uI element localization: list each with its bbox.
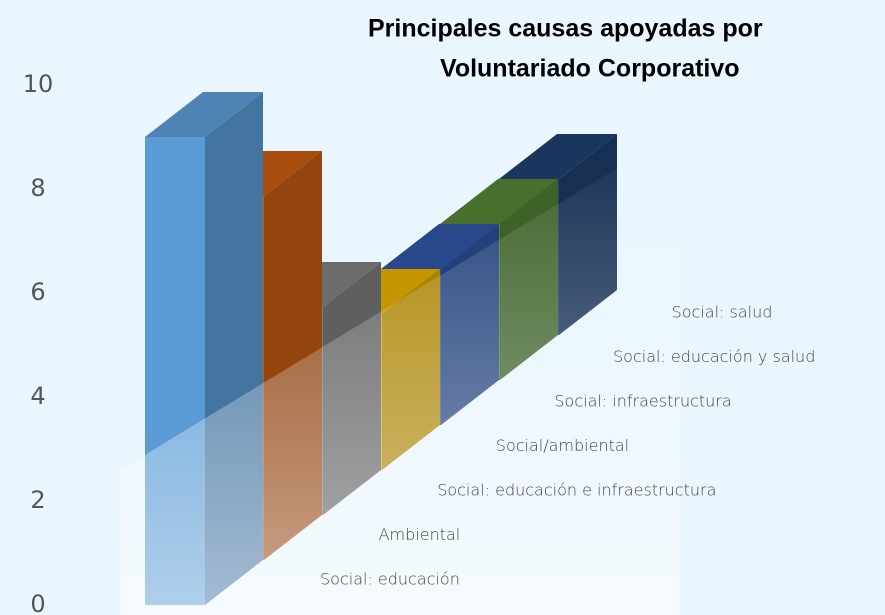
y-tick-label: 2 [30,486,45,514]
bar-top [145,92,263,137]
bar-top [440,179,558,224]
chart-title: Principales causas apoyadas por [368,15,763,43]
category-label: Social/ambiental [496,436,629,455]
labels: Social: educación Ambiental Social: educac… [320,303,815,589]
y-tick-label: 10 [23,70,54,98]
bar-top [381,224,499,269]
y-tick-label: 8 [30,174,45,202]
y-tick-label: 6 [30,278,45,306]
fade-overlay [120,130,680,615]
category-label: Social: educación y salud [613,347,815,366]
chart-title: Voluntariado Corporativo [440,55,740,83]
category-label: Social: educación e infraestructura [437,481,716,500]
category-label: Social: salud [672,303,773,322]
y-tick-label: 0 [30,590,45,615]
category-label: Social: educación [320,570,460,589]
bar-top [499,134,617,179]
category-label: Social: infraestructura [554,392,731,411]
category-label: Ambiental [379,525,461,544]
y-tick-label: 4 [30,382,45,410]
